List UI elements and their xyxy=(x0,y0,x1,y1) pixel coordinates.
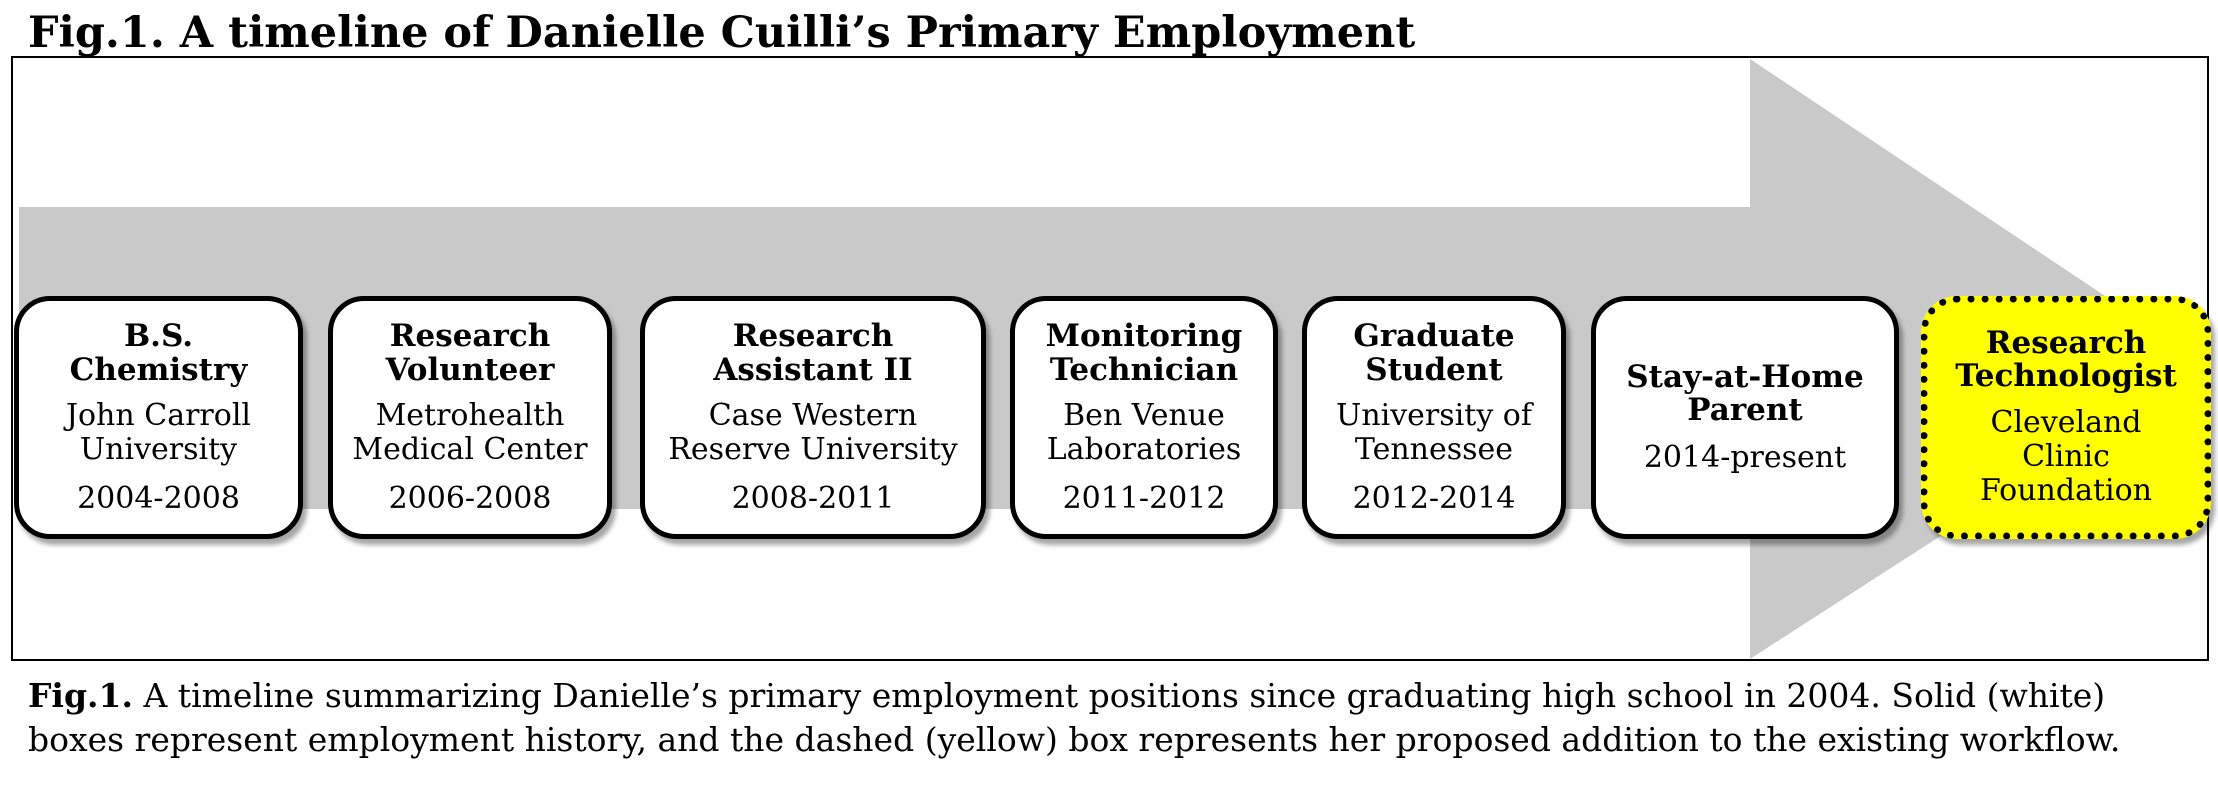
timeline-box-stay-at-home-parent: Stay-at-Home Parent 2014-present xyxy=(1591,296,1899,539)
box-role: Research Volunteer xyxy=(385,318,555,388)
caption-lead: Fig.1. xyxy=(28,676,133,715)
box-organization: Cleveland Clinic Foundation xyxy=(1979,404,2152,509)
timeline-box-graduate-student: Graduate Student University of Tennessee… xyxy=(1302,296,1566,539)
box-dates: 2012-2014 xyxy=(1352,480,1516,516)
box-role: Research Technologist xyxy=(1955,324,2177,395)
box-dates: 2006-2008 xyxy=(388,480,552,516)
box-organization: Metrohealth Medical Center xyxy=(352,398,588,468)
timeline-box-research-volunteer: Research Volunteer Metrohealth Medical C… xyxy=(328,296,612,539)
box-dates: 2014-present xyxy=(1643,440,1847,476)
caption-line-2: boxes represent employment history, and … xyxy=(28,720,2121,759)
timeline-box-research-assistant: Research Assistant II Case Western Reser… xyxy=(640,296,986,539)
caption-line-1: Fig.1. A timeline summarizing Danielle’s… xyxy=(28,674,2208,718)
box-role: Stay-at-Home Parent xyxy=(1626,358,1864,428)
timeline-box-research-technologist-proposed: Research Technologist Cleveland Clinic F… xyxy=(1921,296,2211,539)
figure-caption: Fig.1. A timeline summarizing Danielle’s… xyxy=(28,674,2208,762)
box-organization: John Carroll University xyxy=(65,398,252,468)
box-organization: Case Western Reserve University xyxy=(668,398,958,468)
box-dates: 2004-2008 xyxy=(77,480,240,516)
box-dates: 2008-2011 xyxy=(731,480,895,516)
box-role: B.S. Chemistry xyxy=(69,318,248,388)
timeline-box-monitoring-technician: Monitoring Technician Ben Venue Laborato… xyxy=(1010,296,1278,539)
box-organization: University of Tennessee xyxy=(1336,398,1532,468)
figure-title: Fig.1. A timeline of Danielle Cuilli’s P… xyxy=(28,8,1416,58)
timeline-box-bs-chemistry: B.S. Chemistry John Carroll University 2… xyxy=(14,296,303,539)
box-role: Research Assistant II xyxy=(713,318,913,388)
box-organization: Ben Venue Laboratories xyxy=(1046,398,1242,468)
box-role: Graduate Student xyxy=(1353,318,1515,388)
caption-text-1: A timeline summarizing Danielle’s primar… xyxy=(143,676,2106,715)
box-role: Monitoring Technician xyxy=(1045,318,1243,388)
diagram-frame: B.S. Chemistry John Carroll University 2… xyxy=(11,56,2211,661)
box-dates: 2011-2012 xyxy=(1062,480,1226,516)
